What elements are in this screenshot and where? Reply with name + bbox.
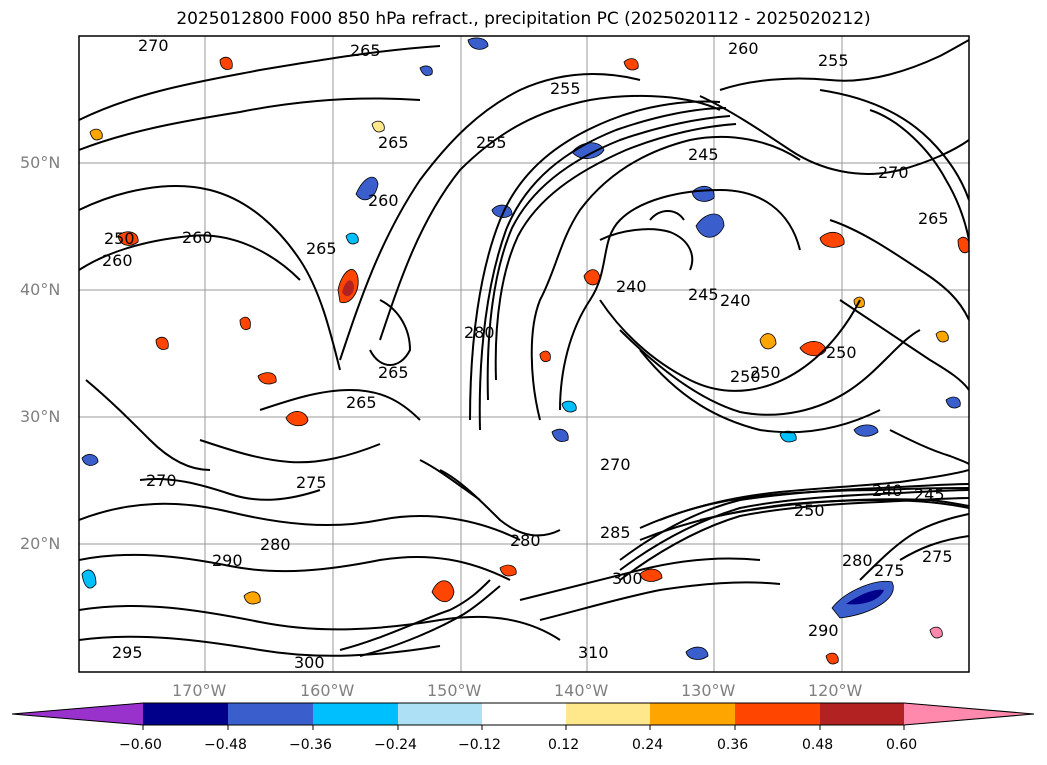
lat-label: 40°N: [20, 280, 61, 299]
contour-label: 295: [112, 643, 143, 662]
contour-label: 300: [294, 653, 325, 672]
colorbar-tick-label: −0.24: [374, 737, 417, 753]
lon-label: 170°W: [172, 681, 227, 700]
contour-label: 260: [368, 191, 399, 210]
contour-label: 275: [296, 473, 327, 492]
colorbar-tick-label: −0.36: [289, 737, 332, 753]
graticule: [79, 36, 969, 672]
lat-label: 20°N: [20, 534, 61, 553]
colorbar-tick-label: −0.48: [204, 737, 247, 753]
contour-label: 250: [826, 343, 857, 362]
contour-label: 280: [464, 323, 495, 342]
colorbar-cell: [398, 703, 482, 725]
contour-label: 250: [794, 501, 825, 520]
contour-label: 275: [922, 547, 953, 566]
colorbar-cell: [904, 703, 1034, 725]
contour-label: 245: [914, 485, 945, 504]
colorbar-tick-label: 0.12: [548, 737, 580, 753]
colorbar: [11, 702, 1035, 730]
contour-label: 245: [688, 285, 719, 304]
contour-label: 250: [104, 229, 135, 248]
colorbar-cell: [735, 703, 820, 725]
contour-label: 265: [378, 363, 409, 382]
contour-label: 260: [728, 39, 759, 58]
contour-label: 255: [550, 79, 581, 98]
map-title: 2025012800 F000 850 hPa refract., precip…: [176, 9, 871, 29]
contour-label: 245: [688, 145, 719, 164]
precip-positive-patches: [89, 56, 969, 665]
contour-label: 285: [600, 523, 631, 542]
lon-label: 120°W: [808, 681, 863, 700]
contour-label: 250: [730, 367, 761, 386]
contour-label: 265: [346, 393, 377, 412]
map-plot-area: 270 265 260 255 250 245 240 260 265 255 …: [79, 36, 969, 672]
contour-label: 280: [260, 535, 291, 554]
contour-label: 270: [138, 36, 169, 55]
lon-label: 160°W: [300, 681, 355, 700]
colorbar-cell: [566, 703, 650, 725]
contour-label: 240: [616, 277, 647, 296]
colorbar-tick-label: 0.36: [717, 737, 749, 753]
colorbar-tick-label: −0.12: [458, 737, 501, 753]
refractivity-contours: [79, 39, 969, 657]
contour-label: 270: [600, 455, 631, 474]
map-frame: [78, 35, 970, 673]
contour-label: 260: [182, 228, 213, 247]
colorbar-cell: [650, 703, 735, 725]
colorbar-cell: [820, 703, 904, 725]
contour-label: 300: [612, 569, 643, 588]
contour-label: 290: [808, 621, 839, 640]
colorbar-cell: [12, 703, 143, 725]
contour-label: 255: [818, 51, 849, 70]
contour-label: 265: [350, 41, 381, 60]
contour-label: 290: [212, 551, 243, 570]
colorbar-cell: [313, 703, 398, 725]
contour-label: 270: [146, 471, 177, 490]
colorbar-cell: [482, 703, 566, 725]
contour-labels: 270 265 260 255 250 245 240 260 265 255 …: [102, 36, 953, 672]
contour-label: 265: [378, 133, 409, 152]
contour-label: 280: [510, 531, 541, 550]
lon-label: 130°W: [681, 681, 736, 700]
colorbar-cell: [228, 703, 313, 725]
contour-label: 260: [102, 251, 133, 270]
contour-label: 265: [306, 239, 337, 258]
contour-label: 270: [878, 163, 909, 182]
contour-label: 250: [750, 363, 781, 382]
contour-label: 265: [918, 209, 949, 228]
contour-label: 280: [842, 551, 873, 570]
colorbar-tick-label: 0.48: [802, 737, 834, 753]
contour-label: 240: [720, 291, 751, 310]
contour-label: 240: [872, 481, 903, 500]
colorbar-cell: [143, 703, 228, 725]
colorbar-tick-label: −0.60: [119, 737, 162, 753]
contour-label: 275: [874, 561, 905, 580]
lon-label: 150°W: [427, 681, 482, 700]
colorbar-tick-label: 0.60: [886, 737, 918, 753]
colorbar-tick-label: 0.24: [632, 737, 664, 753]
contour-label: 255: [476, 133, 507, 152]
lon-label: 140°W: [554, 681, 609, 700]
lat-label: 30°N: [20, 407, 61, 426]
lat-label: 50°N: [20, 153, 61, 172]
contour-label: 310: [578, 643, 609, 662]
precip-negative-patches: [81, 37, 961, 660]
